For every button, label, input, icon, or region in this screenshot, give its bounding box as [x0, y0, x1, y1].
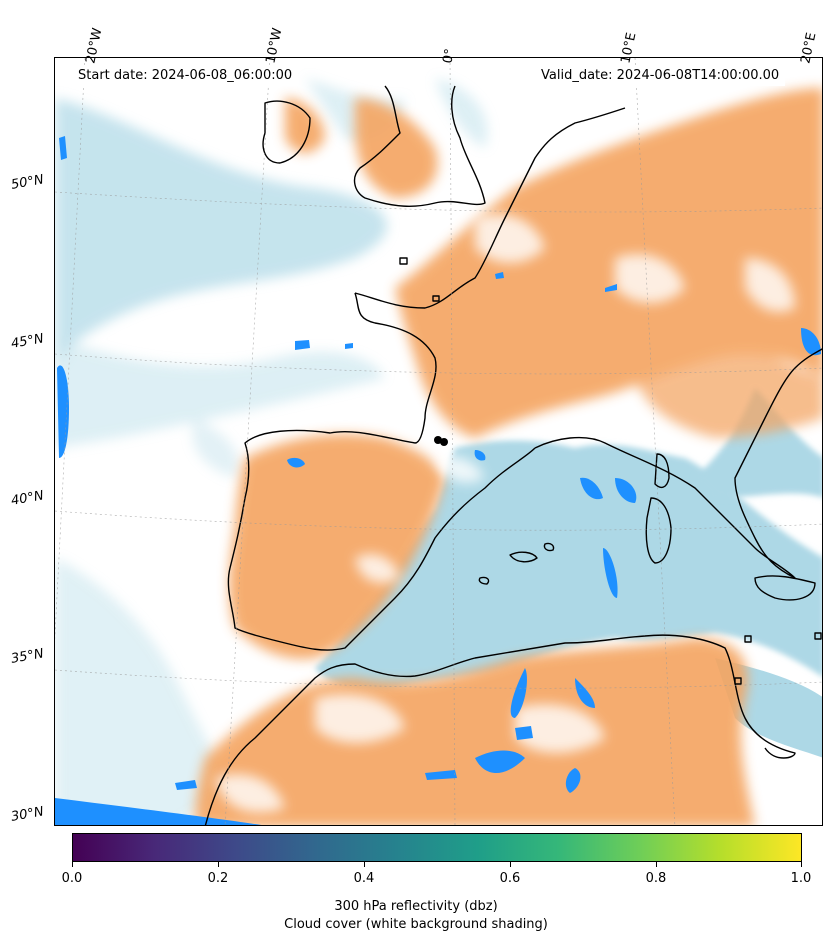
lat-label-50n: 50°N: [10, 172, 45, 193]
colorbar-tick-label: 0.6: [499, 871, 521, 886]
lat-label-35n: 35°N: [10, 646, 45, 667]
colorbar-tick: [510, 862, 511, 867]
map-canvas: [55, 58, 822, 825]
valid-date-label: Valid_date: 2024-06-08T14:00:00.00: [535, 66, 786, 86]
cloud-cover-white: [215, 214, 795, 813]
colorbar-tick-label: 0.4: [353, 871, 375, 886]
mediterranean-sea: [315, 388, 822, 758]
colorbar: [72, 833, 802, 862]
lon-label-0: 0°: [440, 47, 459, 65]
start-date-label: Start date: 2024-06-08_06:00:00: [72, 66, 299, 86]
map-panel: [54, 57, 823, 826]
colorbar-tick: [656, 862, 657, 867]
coastlines: [204, 85, 822, 825]
colorbar-tick: [801, 862, 802, 867]
lat-label-45n: 45°N: [10, 331, 45, 352]
colorbar-tick: [364, 862, 365, 867]
colorbar-tick: [218, 862, 219, 867]
station-markers: [434, 436, 448, 446]
colorbar-tick-label: 0.0: [61, 871, 83, 886]
colorbar-caption-reflectivity: 300 hPa reflectivity (dbz): [334, 899, 498, 914]
colorbar-tick-label: 1.0: [790, 871, 812, 886]
lat-label-30n: 30°N: [10, 804, 45, 825]
colorbar-tick: [72, 862, 73, 867]
lat-label-40n: 40°N: [10, 488, 45, 509]
reflectivity-cells: [55, 136, 821, 825]
colorbar-tick-label: 0.8: [645, 871, 667, 886]
colorbar-tick-label: 0.2: [207, 871, 229, 886]
graticule: [55, 58, 822, 825]
colorbar-caption-cloud-cover: Cloud cover (white background shading): [284, 917, 548, 932]
